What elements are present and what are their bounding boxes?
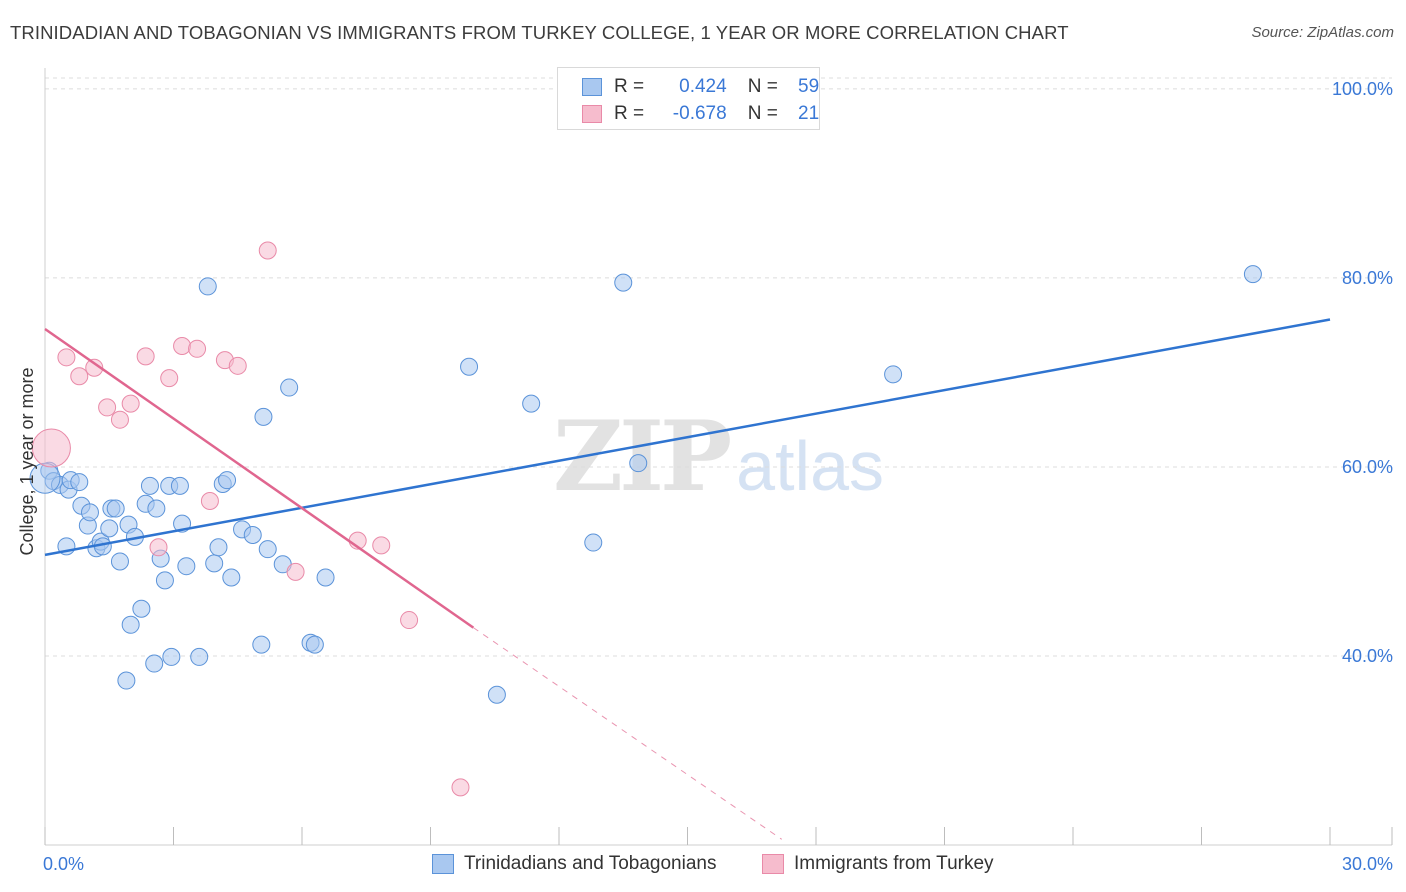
blue-point: [487, 685, 506, 704]
blue-point: [316, 568, 335, 587]
chart-title: TRINIDADIAN AND TOBAGONIAN VS IMMIGRANTS…: [10, 22, 1069, 43]
bottom-legend-blue: Trinidadians and Tobagonians: [432, 851, 716, 877]
pink-point: [149, 538, 168, 557]
blue-point: [884, 365, 903, 384]
legend-swatch-pink: [582, 105, 602, 123]
blue-point: [252, 635, 271, 654]
pink-point: [188, 339, 207, 358]
trend-line-pink: [44, 327, 475, 629]
series-trinidadians-points: [29, 265, 1262, 704]
blue-point: [80, 503, 99, 522]
blue-point: [140, 476, 159, 495]
blue-point: [145, 654, 164, 673]
blue-point: [218, 471, 237, 490]
pink-point: [173, 336, 192, 355]
blue-point: [222, 568, 241, 587]
pink-point: [31, 428, 71, 468]
pink-point: [286, 562, 305, 581]
pink-point: [136, 347, 155, 366]
blue-point: [100, 519, 119, 538]
blue-point: [614, 273, 633, 292]
bottom-legend-swatch-pink: [762, 854, 784, 874]
trend-line-pink-extension: [473, 627, 783, 840]
legend-n-value: 21: [798, 103, 820, 124]
blue-point: [190, 647, 209, 666]
y-axis-label: College, 1 year or more: [17, 367, 37, 555]
legend-r-label: R =: [614, 76, 645, 97]
pink-point: [110, 410, 129, 429]
pink-point: [160, 369, 179, 388]
pink-point: [451, 778, 470, 797]
legend-row-blue: R = 0.424 N = 59: [582, 74, 819, 100]
y-tick-label: 40.0%: [1342, 646, 1393, 666]
y-tick-label: 80.0%: [1342, 268, 1393, 288]
blue-point: [280, 378, 299, 397]
x-tick-label-max: 30.0%: [1342, 854, 1393, 874]
blue-point: [254, 407, 273, 426]
source-label: Source: ZipAtlas.com: [1251, 24, 1394, 41]
legend-n-value: 59: [798, 76, 820, 97]
axes: [44, 68, 1393, 846]
legend-r-label: R =: [614, 103, 645, 124]
blue-point: [522, 394, 541, 413]
blue-point: [162, 647, 181, 666]
bottom-legend-label-pink: Immigrants from Turkey: [794, 853, 994, 874]
blue-point: [1243, 265, 1262, 284]
blue-point: [170, 476, 189, 495]
pink-point: [98, 398, 117, 417]
pink-point: [70, 367, 89, 386]
blue-point: [110, 552, 129, 571]
pink-point: [228, 356, 247, 375]
blue-point: [198, 277, 217, 296]
grid: [45, 77, 1392, 657]
series-turkey-points: [31, 241, 470, 797]
y-tick-label: 100.0%: [1332, 79, 1393, 99]
blue-point: [177, 557, 196, 576]
pink-point: [372, 536, 391, 555]
trend-line-blue: [44, 318, 1331, 557]
blue-point: [155, 571, 174, 590]
trend-lines: [44, 318, 1331, 840]
blue-point: [629, 454, 648, 473]
legend-n-label: N =: [747, 76, 778, 97]
legend-r-value: 0.424: [679, 76, 727, 97]
blue-point: [205, 554, 224, 573]
blue-point: [106, 499, 125, 518]
legend-row-pink: R = -0.678 N = 21: [582, 101, 819, 127]
blue-point: [132, 599, 151, 618]
blue-point: [121, 615, 140, 634]
blue-point: [117, 671, 136, 690]
blue-point: [147, 499, 166, 518]
blue-point: [460, 357, 479, 376]
pink-point: [258, 241, 277, 260]
legend-r-value: -0.678: [672, 103, 727, 124]
correlation-legend: R = 0.424 N = 59 R = -0.678 N = 21: [557, 67, 820, 130]
bottom-legend-swatch-blue: [432, 854, 454, 874]
pink-point: [400, 611, 419, 630]
y-tick-label: 60.0%: [1342, 457, 1393, 477]
bottom-legend-pink: Immigrants from Turkey: [762, 851, 994, 877]
axis-labels: 40.0% 60.0% 80.0% 100.0% 0.0% 30.0% College, 1…: [17, 79, 1393, 874]
blue-point: [584, 533, 603, 552]
pink-point: [57, 348, 76, 367]
blue-point: [243, 526, 262, 544]
bottom-legend-label-blue: Trinidadians and Tobagonians: [464, 853, 717, 874]
pink-point: [200, 491, 219, 510]
blue-point: [305, 635, 324, 654]
pink-point: [121, 394, 140, 413]
x-tick-label-min: 0.0%: [43, 854, 84, 874]
blue-point: [258, 540, 277, 559]
blue-point: [70, 473, 89, 492]
blue-point: [209, 538, 228, 557]
legend-swatch-blue: [582, 78, 602, 96]
legend-n-label: N =: [747, 103, 778, 124]
